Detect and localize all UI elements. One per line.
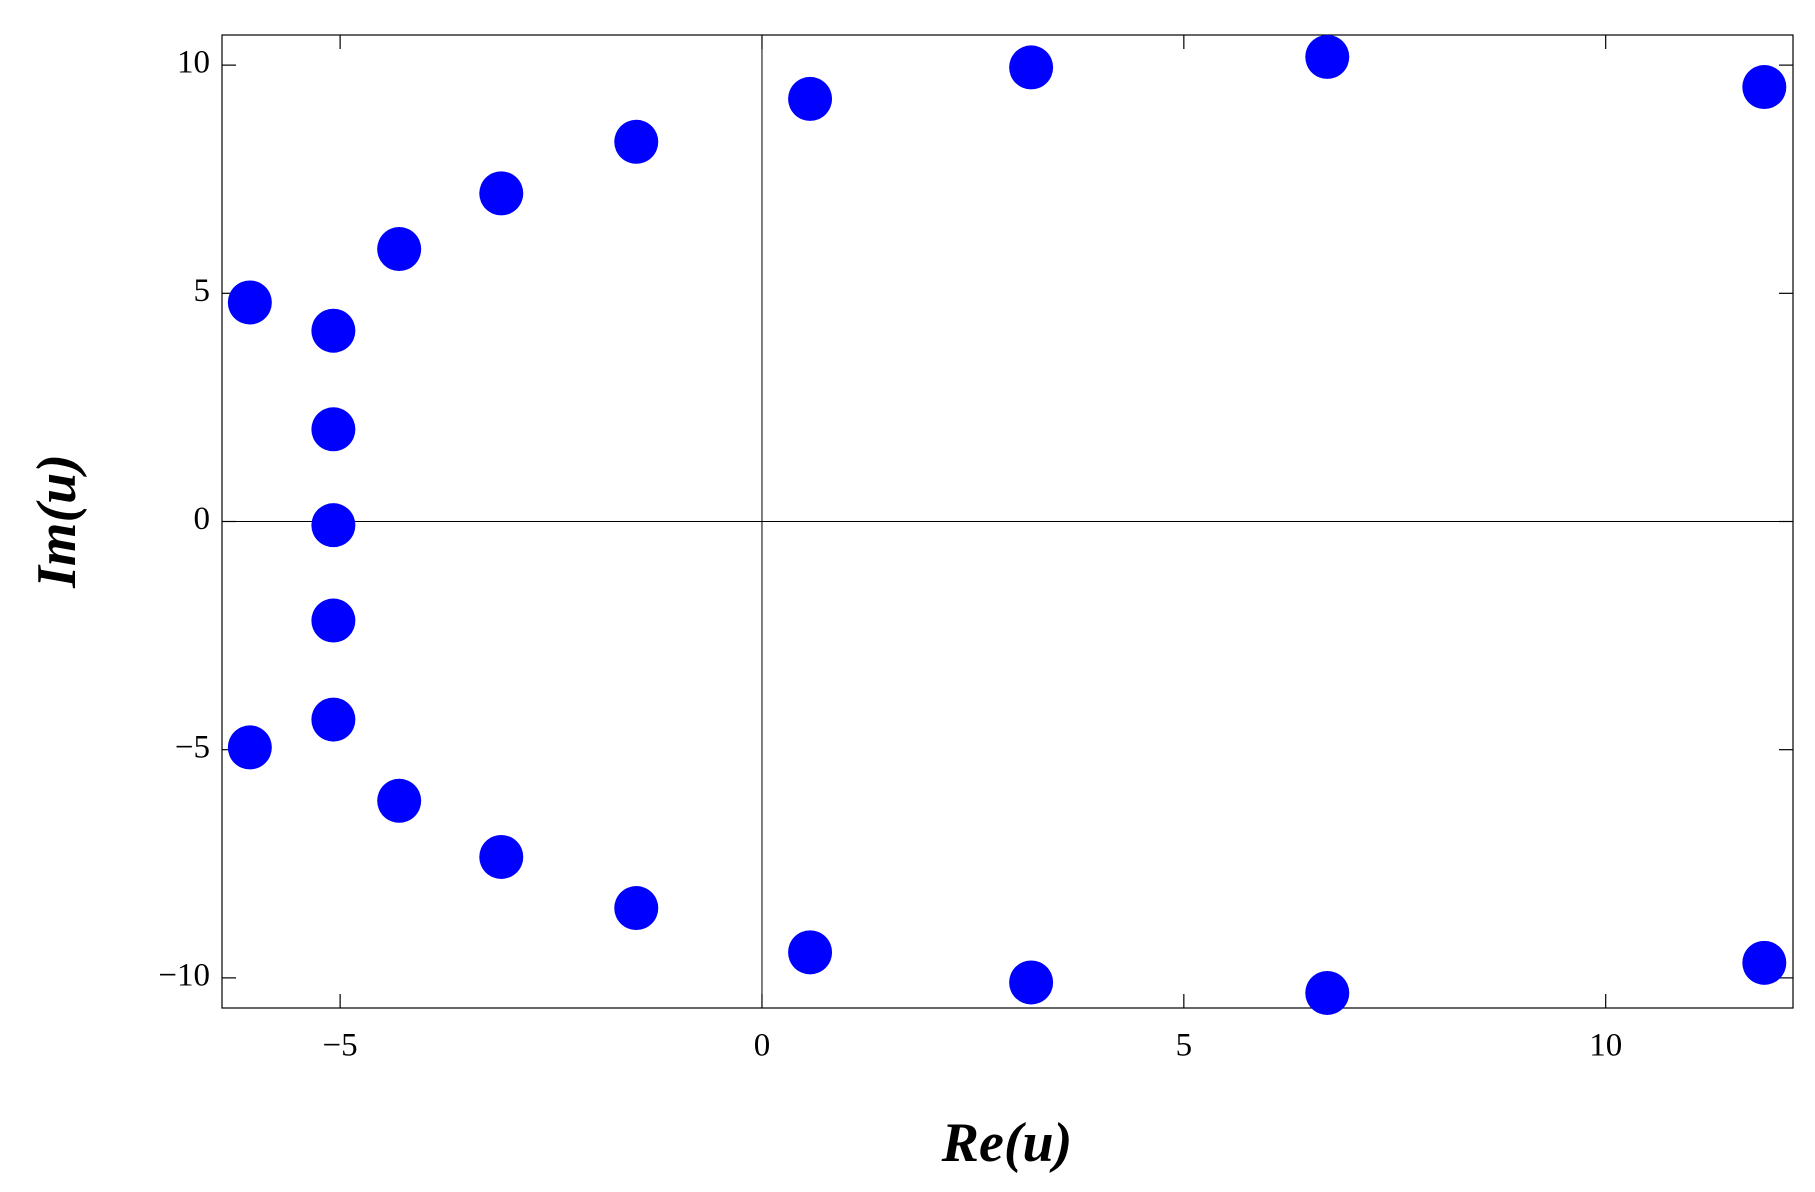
x-tick-label: 10: [1589, 1028, 1622, 1064]
y-tick-label: 5: [194, 273, 211, 309]
y-tick-label: −10: [158, 957, 210, 993]
point: [1305, 970, 1350, 1015]
point: [479, 834, 524, 879]
y-tick-label: 0: [194, 501, 211, 537]
x-tick-label: −5: [323, 1028, 358, 1064]
point: [311, 503, 356, 548]
x-tick-label: 0: [754, 1028, 771, 1064]
y-axis-label: Im(u): [26, 454, 88, 589]
point: [227, 725, 272, 770]
point: [1305, 34, 1350, 79]
point: [1009, 960, 1054, 1005]
x-axis-label: Re(u): [941, 1112, 1073, 1174]
point: [311, 308, 356, 353]
x-tick-label: 5: [1176, 1028, 1193, 1064]
point: [311, 598, 356, 643]
point: [788, 930, 833, 975]
point: [614, 119, 659, 164]
y-tick-label: −5: [175, 729, 210, 765]
point: [377, 227, 422, 272]
point: [614, 886, 659, 931]
point: [1742, 65, 1787, 110]
point: [227, 280, 272, 325]
point: [311, 407, 356, 452]
point: [311, 697, 356, 742]
point: [1009, 45, 1054, 90]
y-tick-label: 10: [177, 45, 210, 81]
point: [377, 778, 422, 823]
point: [788, 76, 833, 121]
point: [479, 171, 524, 216]
point: [1742, 940, 1787, 985]
